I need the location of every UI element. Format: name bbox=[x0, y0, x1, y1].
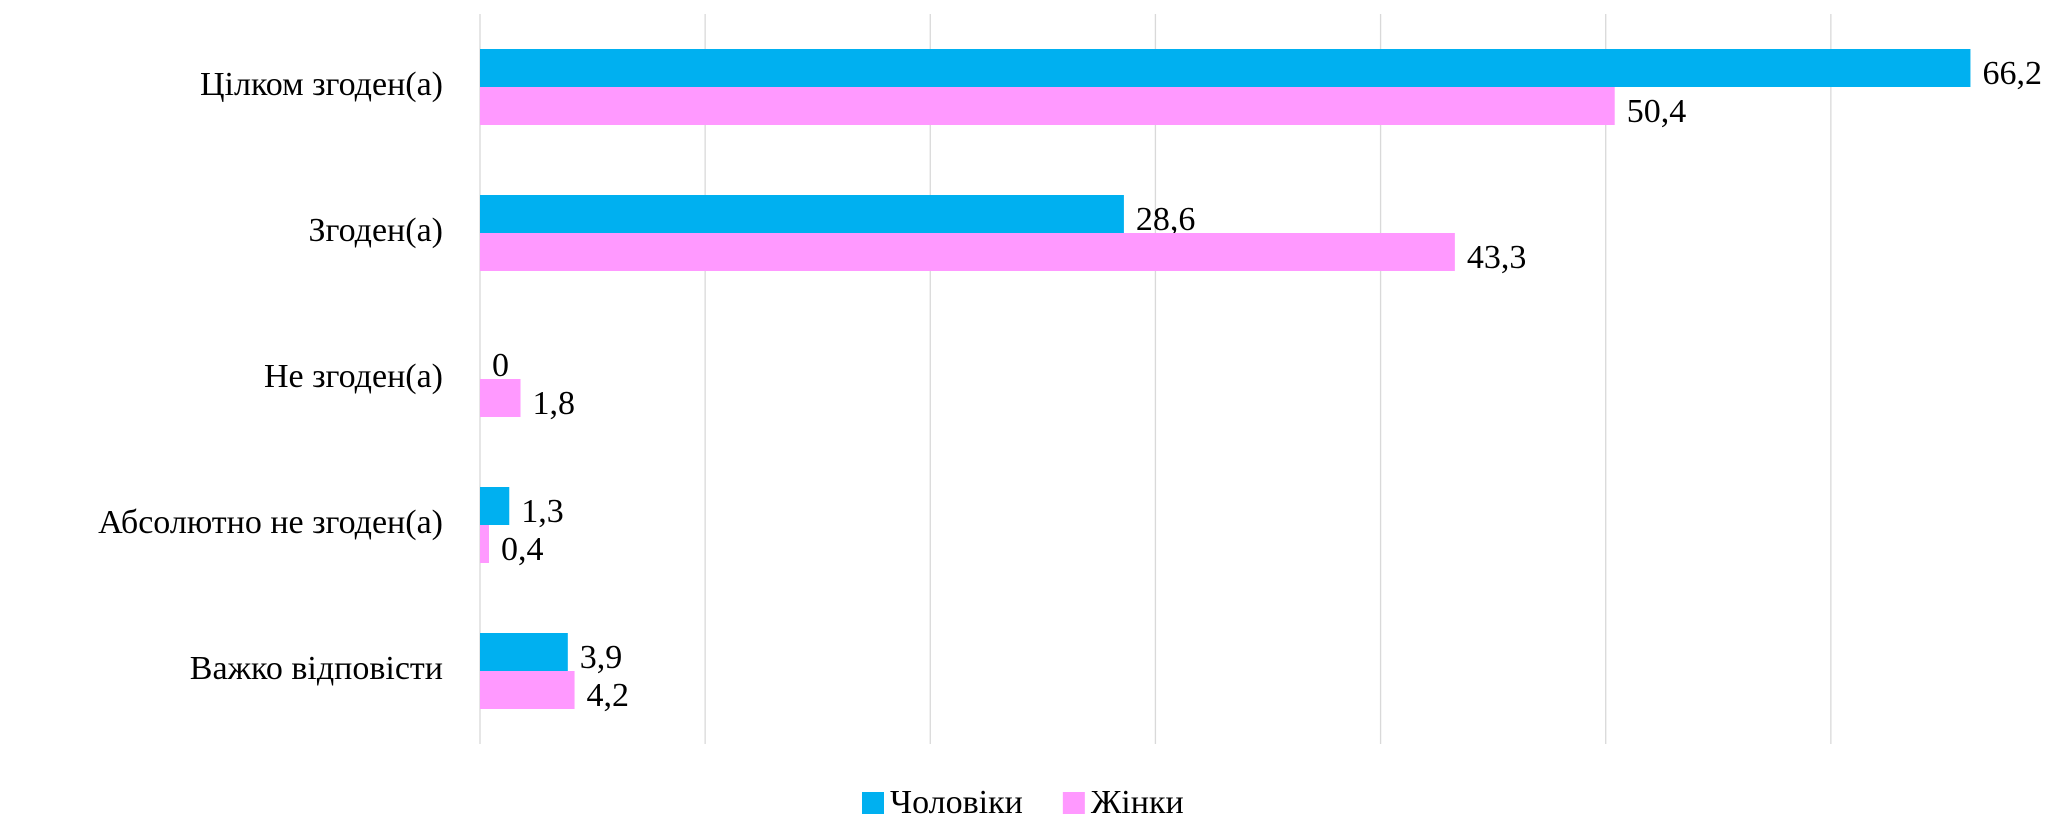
bar bbox=[480, 49, 1971, 87]
bar bbox=[480, 487, 510, 525]
data-label: 0,4 bbox=[501, 531, 544, 568]
data-label: 50,4 bbox=[1627, 93, 1687, 130]
bar bbox=[480, 633, 568, 671]
data-label: 1,8 bbox=[533, 385, 576, 422]
category-label: Згоден(а) bbox=[309, 212, 443, 249]
data-label: 66,2 bbox=[1982, 55, 2042, 92]
category-label: Важко відповісти bbox=[190, 650, 443, 687]
legend-swatch bbox=[1062, 792, 1085, 814]
bar bbox=[480, 671, 575, 709]
data-label: 4,2 bbox=[587, 677, 630, 714]
legend-label: Чоловіки bbox=[890, 784, 1023, 819]
data-label: 43,3 bbox=[1467, 239, 1527, 276]
data-label: 1,3 bbox=[521, 493, 564, 530]
legend-swatch bbox=[862, 792, 884, 814]
data-label: 28,6 bbox=[1136, 201, 1196, 238]
data-label: 0 bbox=[492, 347, 509, 384]
bar bbox=[480, 379, 521, 417]
bar bbox=[480, 195, 1124, 233]
category-label: Не згоден(а) bbox=[264, 358, 443, 395]
category-label: Цілком згоден(а) bbox=[200, 66, 443, 103]
bar bbox=[480, 525, 490, 563]
data-label: 3,9 bbox=[580, 639, 623, 676]
category-label: Абсолютно не згоден(а) bbox=[98, 504, 443, 541]
bar bbox=[480, 233, 1455, 271]
legend-label: Жінки bbox=[1091, 784, 1184, 819]
bar bbox=[480, 87, 1615, 125]
